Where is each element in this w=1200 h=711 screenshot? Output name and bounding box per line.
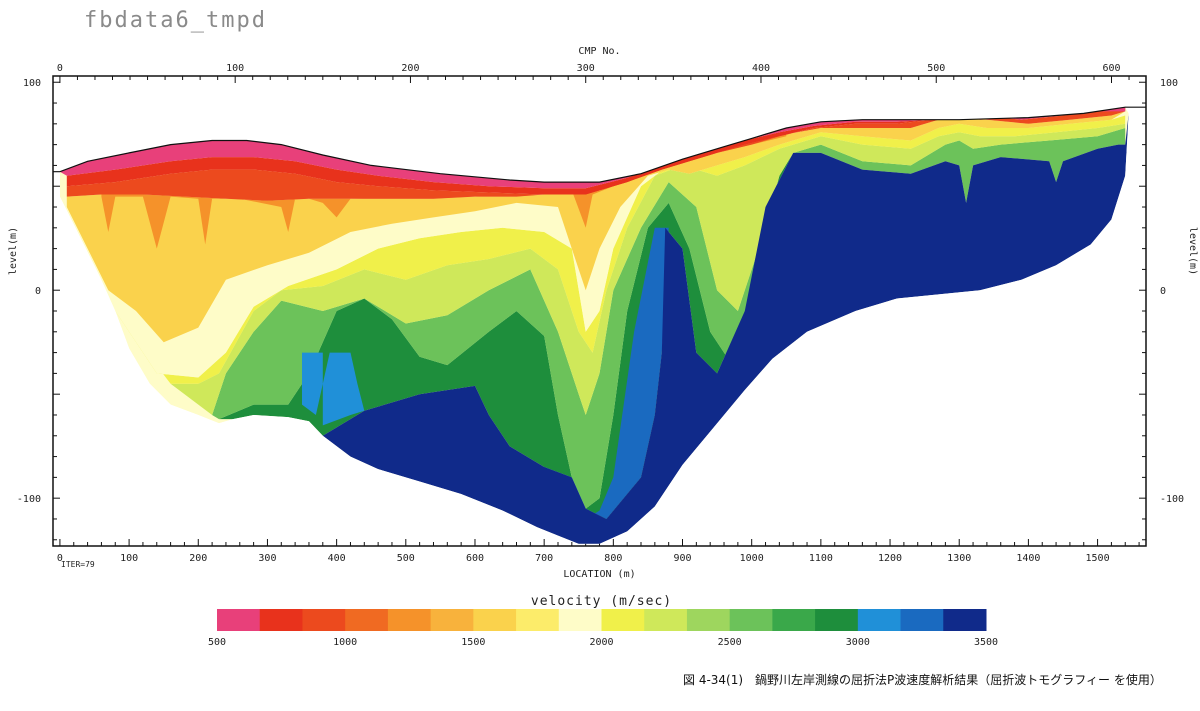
- y-tick-label-right: 0: [1160, 286, 1166, 297]
- x-tick-label: 1100: [809, 553, 833, 564]
- colorbar-swatch: [772, 609, 816, 631]
- colorbar-swatch: [302, 609, 346, 631]
- cmp-axis-title: CMP No.: [578, 46, 620, 57]
- x-tick-label: 700: [535, 553, 553, 564]
- cmp-tick-label: 100: [226, 63, 244, 74]
- x-tick-label: 300: [258, 553, 276, 564]
- colorbar-title: velocity (m/sec): [531, 594, 672, 609]
- x-tick-label: 1000: [740, 553, 764, 564]
- cmp-tick-label: 400: [752, 63, 770, 74]
- colorbar-tick-label: 1000: [333, 637, 357, 648]
- colorbar-swatch: [644, 609, 688, 631]
- velocity-region-1500: [66, 111, 1126, 343]
- colorbar-swatch: [686, 609, 731, 631]
- colorbar-tick-label: 3000: [846, 637, 870, 648]
- colorbar-tick-label: 1500: [461, 637, 485, 648]
- colorbar-tick-label: 2000: [589, 637, 613, 648]
- cmp-tick-label: 0: [57, 63, 63, 74]
- x-tick-label: 1500: [1086, 553, 1110, 564]
- colorbar-tick-label: 500: [208, 637, 226, 648]
- y-tick-label-right: 100: [1160, 78, 1178, 89]
- y-axis-title-right: level(m): [1187, 227, 1198, 275]
- figure-caption: 図 4-34(1) 鍋野川左岸測線の屈折法P波速度解析結果（屈折波トモグラフィー…: [683, 673, 1162, 687]
- colorbar-swatch: [857, 609, 902, 631]
- colorbar-swatch: [601, 609, 645, 631]
- cmp-tick-label: 500: [927, 63, 945, 74]
- cmp-tick-label: 600: [1102, 63, 1120, 74]
- velocity-region-1750: [66, 132, 821, 378]
- colorbar-swatch: [259, 609, 303, 631]
- ground-surface-line: [53, 106, 1146, 183]
- colorbar-swatch: [387, 609, 432, 631]
- velocity-region-1000: [66, 107, 1126, 201]
- colorbar-swatch: [217, 609, 261, 631]
- x-tick-label: 1300: [947, 553, 971, 564]
- x-tick-label: 200: [189, 553, 207, 564]
- colorbar-swatch: [345, 609, 389, 631]
- colorbar-swatch: [900, 609, 944, 631]
- plot-area: [52, 75, 1147, 547]
- y-tick-label-left: 0: [35, 286, 41, 297]
- colorbar: velocity (m/sec) 500 1000 1500 2000 2500 3000 3…: [208, 594, 998, 648]
- page-title: fbdata6_tmpd: [84, 8, 267, 33]
- cmp-tick-label: 200: [401, 63, 419, 74]
- x-tick-label: 1200: [878, 553, 902, 564]
- x-tick-label: 0: [57, 553, 63, 564]
- velocity-region-3500: [322, 113, 1129, 544]
- x-tick-label: 800: [604, 553, 622, 564]
- y-tick-label-left: 100: [23, 78, 41, 89]
- x-axis-title: LOCATION (m): [563, 569, 635, 580]
- velocity-region-500: [59, 107, 1126, 189]
- velocity-region-2500: [212, 128, 1126, 509]
- x-tick-label: 600: [466, 553, 484, 564]
- colorbar-tick-label: 2500: [718, 637, 742, 648]
- iteration-annotation: ITER=79: [61, 560, 95, 569]
- axis-labels: 0 100 200 300 400 500 600 700 800 900 1000 1100 1200…: [8, 46, 1198, 580]
- colorbar-swatch: [473, 609, 517, 631]
- colorbar-swatch: [729, 609, 773, 631]
- x-tick-label: 1400: [1016, 553, 1040, 564]
- tick-marks: [53, 76, 1146, 546]
- cmp-tick-label: 300: [577, 63, 595, 74]
- y-axis-title-left: level(m): [8, 227, 19, 275]
- colorbar-tick-label: 3500: [974, 637, 998, 648]
- colorbar-swatch: [815, 609, 859, 631]
- velocity-region-3250: [502, 227, 669, 524]
- colorbar-swatch: [943, 609, 987, 631]
- x-tick-label: 100: [120, 553, 138, 564]
- colorbar-swatch: [558, 609, 602, 631]
- x-tick-label: 500: [397, 553, 415, 564]
- x-tick-label: 900: [673, 553, 691, 564]
- colorbar-swatch: [430, 609, 474, 631]
- colorbar-swatch: [516, 609, 560, 631]
- y-tick-label-left: -100: [17, 494, 41, 505]
- velocity-region-3000: [302, 352, 365, 426]
- y-tick-label-right: -100: [1160, 494, 1184, 505]
- x-tick-label: 400: [328, 553, 346, 564]
- velocity-section: [59, 107, 1129, 544]
- velocity-region-750: [66, 107, 1126, 195]
